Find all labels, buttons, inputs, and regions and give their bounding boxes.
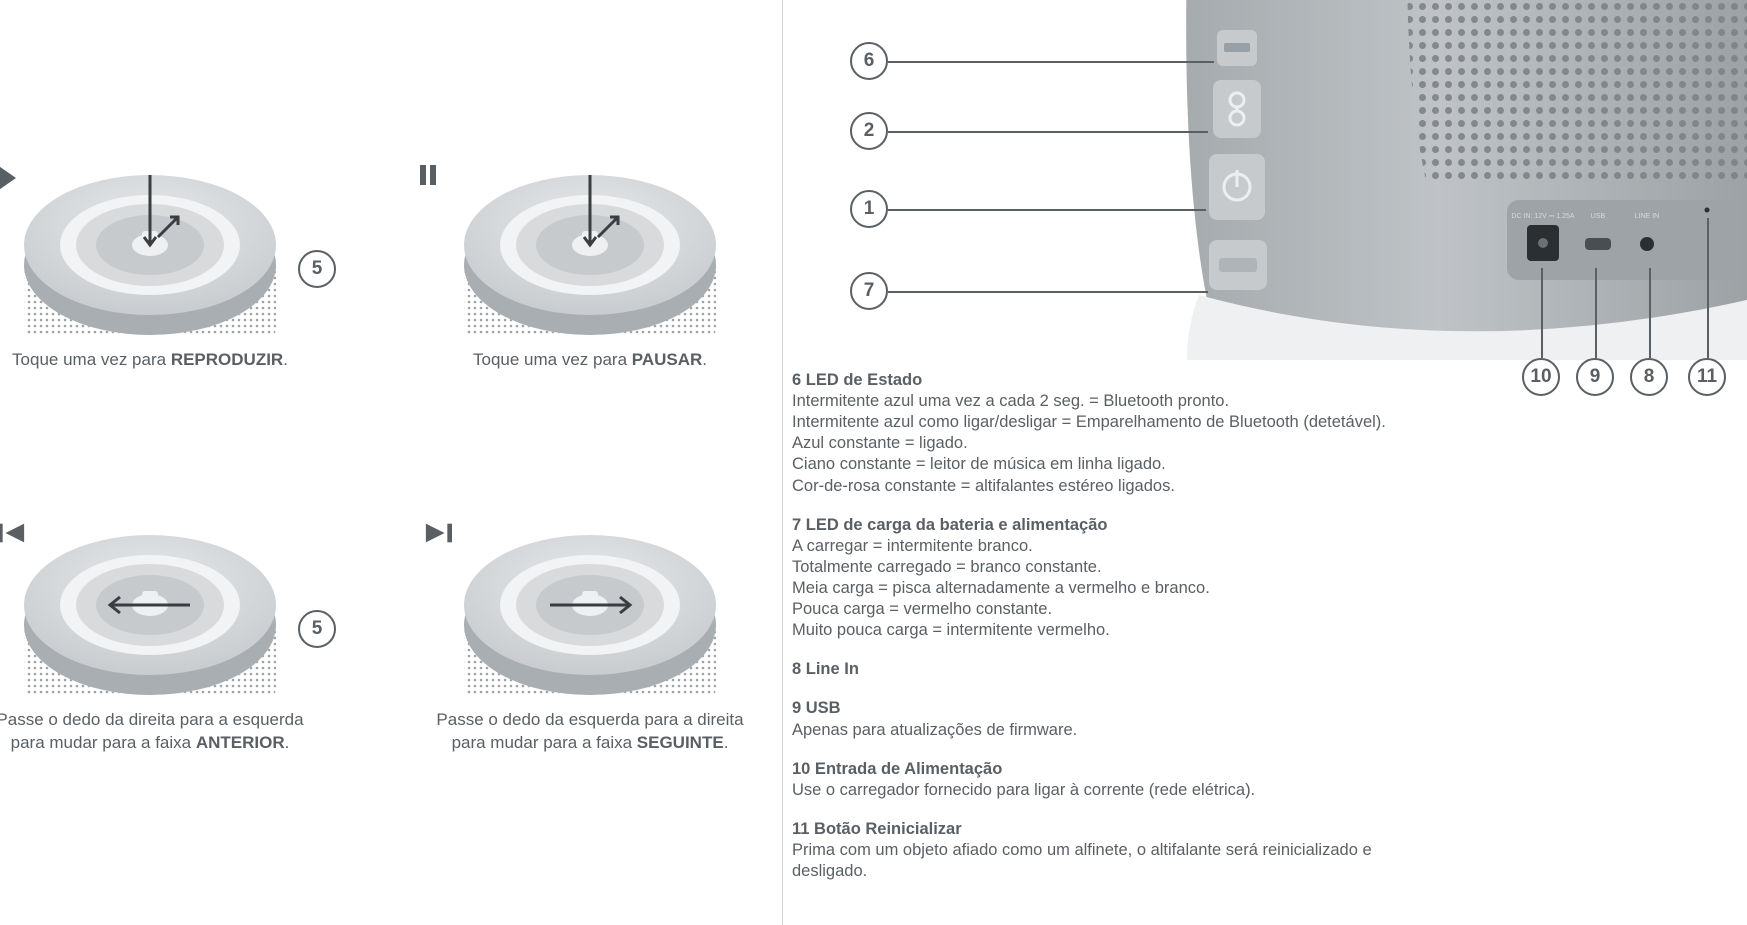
skip-forward-icon	[424, 519, 452, 547]
caption-next: Passe o dedo da esquerda para a direita …	[436, 709, 743, 755]
caption-pause: Toque uma vez para PAUSAR.	[473, 349, 707, 372]
gesture-pause: Toque uma vez para PAUSAR.	[400, 155, 780, 372]
pause-icon	[414, 161, 442, 189]
callout-8: 8	[1630, 358, 1668, 396]
vertical-divider	[782, 0, 783, 925]
caption-pause-prefix: Toque uma vez para	[473, 350, 632, 369]
caption-next-l2p: para mudar para a faixa	[452, 733, 637, 752]
caption-play-prefix: Toque uma vez para	[12, 350, 171, 369]
caption-prev-l2p: para mudar para a faixa	[11, 733, 196, 752]
gesture-grid: Toque uma vez para REPRODUZIR. 5	[0, 155, 780, 875]
caption-play: Toque uma vez para REPRODUZIR.	[12, 349, 288, 372]
caption-pause-strong: PAUSAR	[632, 350, 703, 369]
callout-line-2	[888, 131, 1208, 133]
caption-next-l2suf: .	[724, 733, 729, 752]
desc-11: 11 Botão Reinicializar Prima com um obje…	[792, 819, 1412, 882]
gesture-play: Toque uma vez para REPRODUZIR.	[0, 155, 340, 372]
desc-6-l2: Intermitente azul como ligar/desligar = …	[792, 412, 1412, 433]
callout-line-11	[1707, 218, 1709, 358]
callout-7: 7	[850, 272, 888, 310]
callout-10: 10	[1522, 358, 1560, 396]
speaker-top-prev-illustration	[20, 515, 280, 695]
gesture-prev: Passe o dedo da direita para a esquerda …	[0, 515, 340, 755]
speaker-rear-illustration: DC IN: 12V ⎓ 1.25A USB LINE IN	[987, 0, 1747, 360]
caption-pause-suffix: .	[702, 350, 707, 369]
callout-line-7	[888, 291, 1208, 293]
desc-6-l1: Intermitente azul uma vez a cada 2 seg. …	[792, 391, 1412, 412]
desc-11-head: 11 Botão Reinicializar	[792, 819, 1412, 840]
callout-line-1	[888, 209, 1206, 211]
caption-prev-l2suf: .	[285, 733, 290, 752]
desc-6-l4: Ciano constante = leitor de música em li…	[792, 454, 1412, 475]
svg-text:DC IN: 12V ⎓ 1.25A: DC IN: 12V ⎓ 1.25A	[1511, 213, 1574, 220]
desc-7-l3: Meia carga = pisca alternadamente a verm…	[792, 578, 1412, 599]
desc-7-l2: Totalmente carregado = branco constante.	[792, 557, 1412, 578]
desc-7-l4: Pouca carga = vermelho constante.	[792, 599, 1412, 620]
desc-8: 8 Line In	[792, 659, 1412, 680]
desc-9-l1: Apenas para atualizações de firmware.	[792, 720, 1412, 741]
callout-line-6	[888, 61, 1214, 63]
desc-6-l5: Cor-de-rosa constante = altifalantes est…	[792, 476, 1412, 497]
step-number-5b: 5	[298, 610, 336, 648]
descriptions: 6 LED de Estado Intermitente azul uma ve…	[792, 370, 1412, 900]
callout-2: 2	[850, 112, 888, 150]
desc-11-l1: Prima com um objeto afiado como um alfin…	[792, 840, 1412, 882]
caption-prev: Passe o dedo da direita para a esquerda …	[0, 709, 304, 755]
desc-9-head: 9 USB	[792, 698, 1412, 719]
desc-7: 7 LED de carga da bateria e alimentação …	[792, 515, 1412, 642]
desc-7-l5: Muito pouca carga = intermitente vermelh…	[792, 620, 1412, 641]
desc-6-head: 6 LED de Estado	[792, 370, 1412, 391]
gesture-row-playpause: Toque uma vez para REPRODUZIR. 5	[0, 155, 780, 425]
speaker-top-next-illustration	[460, 515, 720, 695]
callout-9: 9	[1576, 358, 1614, 396]
gesture-next: Passe o dedo da esquerda para a direita …	[400, 515, 780, 755]
desc-6: 6 LED de Estado Intermitente azul uma ve…	[792, 370, 1412, 497]
desc-7-head: 7 LED de carga da bateria e alimentação	[792, 515, 1412, 536]
caption-next-l2s: SEGUINTE	[637, 733, 724, 752]
desc-10-head: 10 Entrada de Alimentação	[792, 759, 1412, 780]
caption-next-l1: Passe o dedo da esquerda para a direita	[436, 710, 743, 729]
callout-1: 1	[850, 190, 888, 228]
callout-6: 6	[850, 42, 888, 80]
callout-11: 11	[1688, 358, 1726, 396]
speaker-top-play-illustration	[20, 155, 280, 335]
rear-panel: DC IN: 12V ⎓ 1.25A USB LINE IN 6 2 1 7 1…	[784, 0, 1747, 925]
callout-line-10	[1541, 268, 1543, 358]
desc-8-head: 8 Line In	[792, 659, 1412, 680]
desc-6-l3: Azul constante = ligado.	[792, 433, 1412, 454]
gesture-instructions-panel: Toque uma vez para REPRODUZIR. 5	[0, 0, 780, 925]
speaker-top-pause-illustration	[460, 155, 720, 335]
svg-text:USB: USB	[1591, 213, 1606, 220]
step-number-5a: 5	[298, 250, 336, 288]
callout-line-8	[1649, 268, 1651, 358]
svg-text:LINE IN: LINE IN	[1635, 213, 1660, 220]
desc-10-l1: Use o carregador fornecido para ligar à …	[792, 780, 1412, 801]
desc-10: 10 Entrada de Alimentação Use o carregad…	[792, 759, 1412, 801]
caption-play-strong: REPRODUZIR	[171, 350, 283, 369]
caption-prev-l1: Passe o dedo da direita para a esquerda	[0, 710, 304, 729]
caption-prev-l2s: ANTERIOR	[196, 733, 285, 752]
desc-7-l1: A carregar = intermitente branco.	[792, 536, 1412, 557]
gesture-row-prevnext: Passe o dedo da direita para a esquerda …	[0, 515, 780, 785]
caption-play-suffix: .	[283, 350, 288, 369]
desc-9: 9 USB Apenas para atualizações de firmwa…	[792, 698, 1412, 740]
callout-line-9	[1595, 268, 1597, 358]
